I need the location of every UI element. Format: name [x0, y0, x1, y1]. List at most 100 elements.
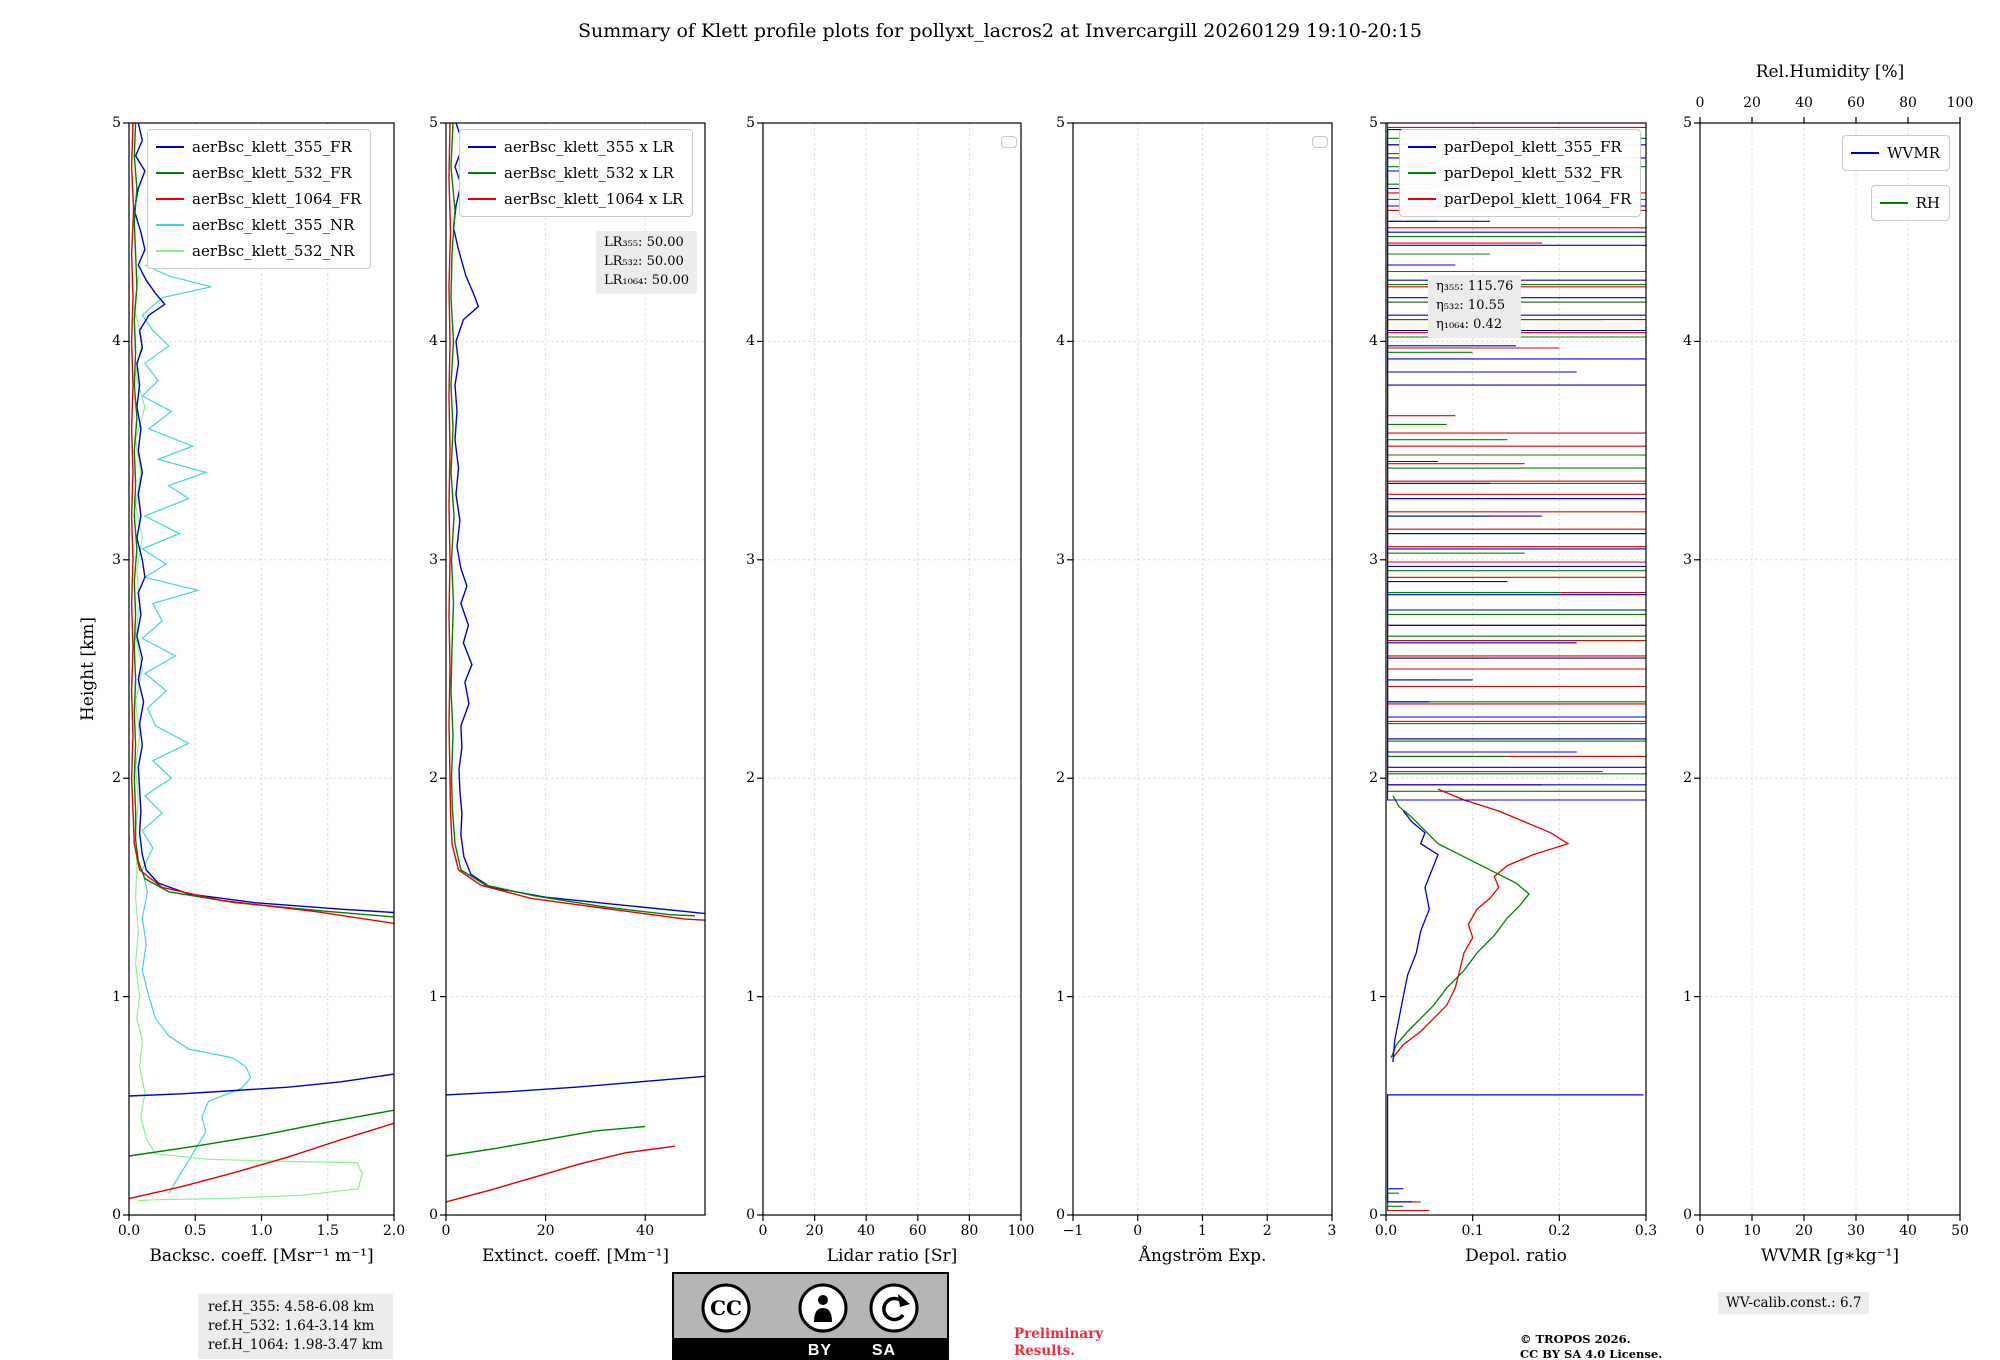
top-tick-label: 0 — [1695, 95, 1705, 111]
series-parDepol_klett_355_FR_profile — [1392, 810, 1439, 1063]
textbox-line: η₅₃₂: 10.55 — [1436, 297, 1506, 313]
series-parDepol_klett_532_FR_low — [1387, 1192, 1404, 1207]
top-tick-label: 60 — [1847, 95, 1865, 111]
series-aerBsc_klett_532_FR — [128, 122, 395, 1157]
legend-line-swatch — [156, 198, 184, 200]
reference-heights-box: ref.H_355: 4.58-6.08 km ref.H_532: 1.64-… — [198, 1294, 393, 1359]
legend-entry: aerBsc_klett_532_NR — [156, 238, 361, 264]
x-tick-label: 20 — [536, 1223, 555, 1239]
cc-icon-letters: CC — [710, 1296, 742, 1320]
textbox-line: LR₁₀₆₄: 50.00 — [604, 272, 689, 288]
legend-line-swatch — [156, 172, 184, 174]
wv-calib-constant: WV-calib.const.: 6.7 — [1718, 1292, 1870, 1314]
ref-h-1064: ref.H_1064: 1.98-3.47 km — [208, 1336, 383, 1353]
legend-line-swatch — [468, 146, 496, 148]
x-axis-label: Depol. ratio — [1465, 1246, 1567, 1266]
legend-label: aerBsc_klett_355 x LR — [504, 138, 674, 156]
cc-badge-strip: BY SA — [674, 1338, 947, 1360]
legend-line-swatch — [156, 146, 184, 148]
x-tick-label: 1 — [1198, 1223, 1207, 1239]
legend-line-swatch — [1879, 202, 1908, 204]
panel-extinction — [440, 122, 706, 1221]
legend-entry: WVMR — [1851, 140, 1940, 166]
axes-border — [762, 122, 1022, 1216]
y-tick-label: 5 — [429, 115, 438, 131]
share-alike-icon — [869, 1283, 919, 1333]
cc-by-label: BY — [807, 1342, 833, 1359]
y-tick-label: 0 — [1369, 1207, 1378, 1223]
series-aerBsc_klett_532_x_LR — [445, 122, 696, 1157]
x-tick-label: 0.5 — [184, 1223, 207, 1239]
x-tick-label: 0.3 — [1634, 1223, 1658, 1239]
x-tick-label: 80 — [960, 1223, 979, 1239]
legend-label: aerBsc_klett_532 x LR — [504, 164, 674, 182]
x-tick-label: 1.5 — [316, 1223, 339, 1239]
series-aerBsc_klett_355_NR — [141, 264, 252, 1194]
y-tick-label: 4 — [112, 333, 121, 350]
series-aerBsc_klett_355_x_LR — [445, 122, 706, 1096]
y-tick-label: 3 — [1056, 551, 1065, 568]
legend-line-swatch — [1408, 146, 1436, 148]
y-tick-label: 2 — [1056, 770, 1065, 787]
axes-border — [445, 122, 706, 1216]
legend-entry: aerBsc_klett_1064_FR — [156, 186, 361, 212]
legend-extinction-0: aerBsc_klett_355 x LR aerBsc_klett_532 x … — [459, 129, 694, 217]
x-tick-label: 60 — [908, 1223, 927, 1239]
x-axis-label: Backsc. coeff. [Msr⁻¹ m⁻¹] — [149, 1246, 374, 1266]
legend-label: aerBsc_klett_532_FR — [192, 164, 352, 182]
series-aerBsc_klett_1064_x_LR — [445, 122, 706, 1203]
x-tick-label: 3 — [1327, 1223, 1337, 1239]
ref-h-532: ref.H_532: 1.64-3.14 km — [208, 1317, 375, 1334]
series-parDepol_klett_355_FR_low — [1387, 1094, 1644, 1203]
legend-label: RH — [1915, 194, 1940, 212]
cc-icon: CC — [701, 1283, 751, 1333]
legend-label: aerBsc_klett_355_FR — [192, 138, 352, 156]
y-tick-label: 4 — [1683, 333, 1692, 350]
y-tick-label: 5 — [1683, 115, 1692, 131]
legend-entry: aerBsc_klett_355_FR — [156, 134, 361, 160]
y-tick-label: 2 — [746, 770, 755, 787]
y-tick-label: 2 — [1683, 770, 1692, 787]
axes-border — [1699, 122, 1961, 1216]
panel-angstroem — [1067, 122, 1333, 1221]
y-tick-label: 1 — [1683, 988, 1692, 1005]
y-tick-label: 1 — [112, 988, 121, 1005]
x-tick-label: 0.0 — [1374, 1223, 1398, 1239]
y-tick-label: 4 — [1369, 333, 1378, 350]
series-parDepol_klett_355_FR_noise — [1387, 129, 1646, 801]
y-tick-label: 5 — [1056, 115, 1065, 131]
textbox-line: LR₃₅₅: 50.00 — [604, 235, 684, 250]
series-parDepol_klett_1064_FR_noise — [1387, 126, 1646, 786]
textbox-line: η₃₅₅: 115.76 — [1436, 279, 1514, 294]
x-tick-label: 50 — [1951, 1223, 1969, 1239]
panel-backscatter — [123, 122, 395, 1221]
textbox-depol-ratio: η₃₅₅: 115.76 η₅₃₂: 10.55 η₁₀₆₄: 0.42 — [1428, 275, 1522, 338]
top-tick-label: 20 — [1743, 95, 1761, 111]
y-tick-label: 1 — [746, 988, 755, 1005]
y-tick-label: 4 — [746, 333, 755, 350]
series-aerBsc_klett_355_FR — [128, 122, 395, 1097]
legend-label: aerBsc_klett_532_NR — [192, 242, 355, 260]
legend-wvmr-1: RH — [1870, 185, 1950, 221]
x-tick-label: 0.1 — [1461, 1223, 1484, 1239]
y-tick-label: 3 — [112, 551, 121, 568]
y-tick-label: 1 — [429, 988, 438, 1005]
y-tick-label: 0 — [1683, 1207, 1692, 1223]
y-tick-label: 3 — [746, 551, 755, 568]
y-tick-label: 3 — [1369, 551, 1378, 568]
panel-wvmr — [1694, 117, 1961, 1221]
x-tick-label: 1.0 — [250, 1223, 273, 1239]
x-tick-label: 0 — [1695, 1223, 1705, 1239]
legend-label: aerBsc_klett_355_NR — [192, 216, 355, 234]
legend-line-swatch — [468, 172, 496, 174]
x-axis-label: WVMR [g∗kg⁻¹] — [1760, 1246, 1900, 1266]
x-tick-label: 40 — [1899, 1223, 1917, 1239]
y-tick-label: 1 — [1056, 988, 1065, 1005]
x-tick-label: −1 — [1062, 1223, 1084, 1239]
x-axis-label: Extinct. coeff. [Mm⁻¹] — [481, 1246, 670, 1266]
tropos-copyright: © TROPOS 2026. CC BY SA 4.0 License. — [1520, 1332, 1662, 1360]
legend-label: WVMR — [1887, 144, 1940, 162]
tropos-line-1: © TROPOS 2026. — [1520, 1332, 1631, 1346]
y-tick-label: 1 — [1369, 988, 1378, 1005]
